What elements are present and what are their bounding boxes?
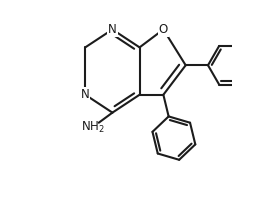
Text: N: N: [108, 23, 117, 36]
Text: NH$_2$: NH$_2$: [81, 120, 104, 135]
Text: O: O: [159, 23, 168, 36]
Text: N: N: [81, 88, 90, 101]
